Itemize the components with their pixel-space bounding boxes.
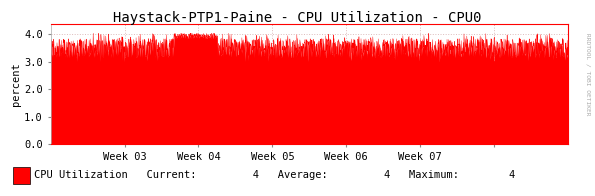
Text: RRDTOOL / TOBI OETIKER: RRDTOOL / TOBI OETIKER [586, 33, 591, 116]
Text: CPU Utilization   Current:         4   Average:         4   Maximum:        4: CPU Utilization Current: 4 Average: 4 Ma… [34, 170, 515, 181]
Y-axis label: percent: percent [11, 62, 21, 106]
Text: Haystack-PTP1-Paine - CPU Utilization - CPU0: Haystack-PTP1-Paine - CPU Utilization - … [113, 11, 482, 25]
